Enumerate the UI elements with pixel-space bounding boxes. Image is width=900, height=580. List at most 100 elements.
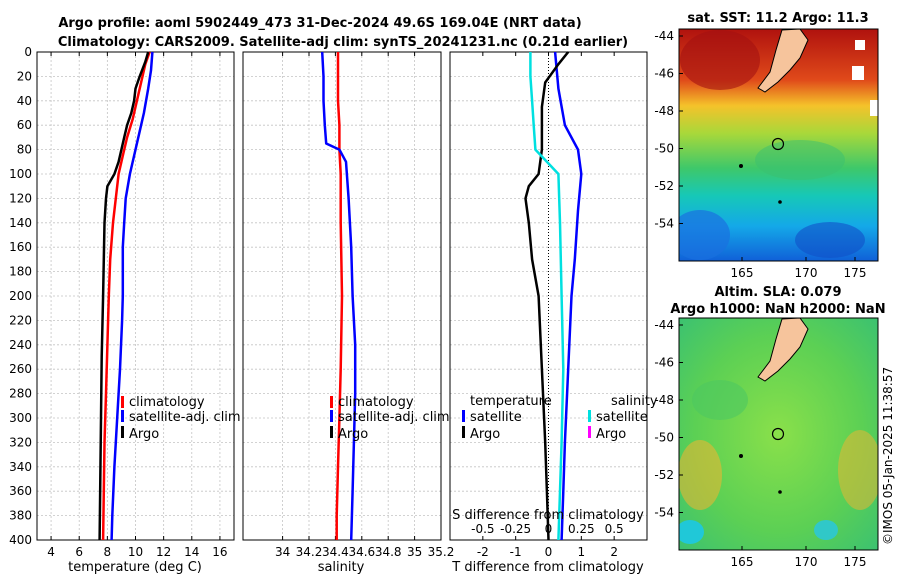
y-tick-label: 160 [9,240,32,254]
legend-label-argo: Argo [338,427,368,442]
map-y-tick-label: -54 [654,506,674,520]
series-line-climatology [335,52,344,540]
x-tick-label: 10 [128,545,143,559]
difference-x2label: S difference from climatology [452,508,644,523]
legend-title-salinity: salinity [611,394,658,409]
y-tick-label: 300 [9,411,32,425]
x-tick-label: -1 [510,545,522,559]
new-zealand-land [757,29,809,93]
x-tick-label: 2 [610,545,618,559]
salinity-legend: climatology satellite-adj. clim Argo [330,395,450,442]
sla-high-patch [679,440,722,510]
island-marker [739,164,743,168]
y-tick-label: 280 [9,387,32,401]
x-tick-label: 6 [75,545,83,559]
y-tick-label: 80 [17,143,32,157]
x-tick-label: 34.8 [375,545,402,559]
legend-label-t-sat: satellite [470,410,522,425]
map-y-tick-label: -50 [654,431,674,445]
sla-high-patch [838,430,878,510]
y-tick-label: 220 [9,313,32,327]
map-x-tick-label: 175 [844,266,867,280]
x-tick-label: 34.4 [322,545,349,559]
sst-missing-cell [870,100,878,116]
x-tick-label: 1 [578,545,586,559]
series-line-satellite-adj-clim [110,51,154,541]
sla-map-title-1: Altim. SLA: 0.079 [715,285,842,300]
map-x-tick-label: 170 [795,266,818,280]
x-tick-label: 34 [275,545,290,559]
map-y-tick-label: -54 [654,217,674,231]
x-tick-label: 16 [212,545,227,559]
temperature-legend: climatology satellite-adj. clim Argo [121,395,241,442]
sla-map [679,318,878,550]
argo-position-marker [771,137,785,151]
sla-low-patch [814,520,838,540]
map-x-tick-label: 170 [795,555,818,569]
y-tick-label: 200 [9,289,32,303]
difference-legend: temperature salinity satellite Argo sate… [462,394,658,442]
y-tick-label: 120 [9,191,32,205]
sst-missing-cell [855,40,865,50]
x-tick-label: 14 [184,545,199,559]
x-tick-label: 35.2 [428,545,455,559]
y-tick-label: 180 [9,265,32,279]
series-line-argo [98,51,150,541]
map-ticks: 165 170 175 -44 -46 -48 -50 -52 -54 165 170 175 -44 -… [654,29,866,569]
argo-position-marker [771,427,785,441]
title-line-2: Climatology: CARS2009. Satellite-adj cli… [58,35,628,50]
sla-map-frame [678,317,879,551]
x-tick-label: 34.6 [348,545,375,559]
sla-green-patch [692,380,748,420]
legend-swatch-t-sat [462,410,465,422]
temperature-xlabel: temperature (deg C) [68,560,202,575]
sst-map [679,29,878,261]
salinity-xlabel: salinity [318,560,365,575]
sla-low-patch [679,520,704,544]
y-tick-label: 320 [9,435,32,449]
legend-label-sat: satellite-adj. clim [129,410,241,425]
x2-tick-label: 0.25 [568,522,595,536]
legend-swatch-sat [330,410,333,422]
sst-green-patch [755,140,845,180]
island-marker [778,200,782,204]
legend-swatch-s-sat [588,410,591,422]
legend-label-sat: satellite-adj. clim [338,410,450,425]
legend-label-s-argo: Argo [596,427,626,442]
axes-frame [242,51,442,541]
y-tick-label: 380 [9,509,32,523]
sst-cold-patch [795,222,865,258]
x2-tick-label: -0.5 [471,522,494,536]
y-tick-label: 20 [17,69,32,83]
map-y-tick-label: -44 [654,29,674,43]
y-tick-label: 0 [24,45,32,59]
map-y-tick-label: -48 [654,104,674,118]
legend-swatch-s-argo [588,426,591,438]
map-y-tick-label: -52 [654,468,674,482]
series-line-climatology [101,51,151,541]
imos-credit: ©IMOS 05-Jan-2025 11:38:57 [881,367,895,545]
y-tick-label: 340 [9,460,32,474]
y-tick-label: 100 [9,167,32,181]
island-marker [778,490,782,494]
y-tick-label: 400 [9,533,32,547]
sst-map-frame [678,28,879,262]
x-tick-label: 8 [104,545,112,559]
y-tick-label: 60 [17,118,32,132]
legend-swatch-sat [121,410,124,422]
difference-panel: -2 -1 0 1 2-0.5 -0.25 0 0.25 0.5 [449,51,648,559]
legend-swatch-clim [121,396,124,408]
map-x-tick-label: 165 [731,266,754,280]
map-y-tick-label: -48 [654,393,674,407]
y-tick-label: 360 [9,484,32,498]
map-x-tick-label: 165 [731,555,754,569]
title-line-1: Argo profile: aoml 5902449_473 31-Dec-20… [58,16,581,31]
map-y-tick-label: -52 [654,179,674,193]
legend-label-argo: Argo [129,427,159,442]
series-line-s-satellite [529,52,565,541]
map-y-tick-label: -50 [654,142,674,156]
legend-label-clim: climatology [129,395,205,410]
map-y-tick-label: -46 [654,356,674,370]
x-tick-label: 34.2 [296,545,323,559]
sst-missing-cell [852,66,864,80]
